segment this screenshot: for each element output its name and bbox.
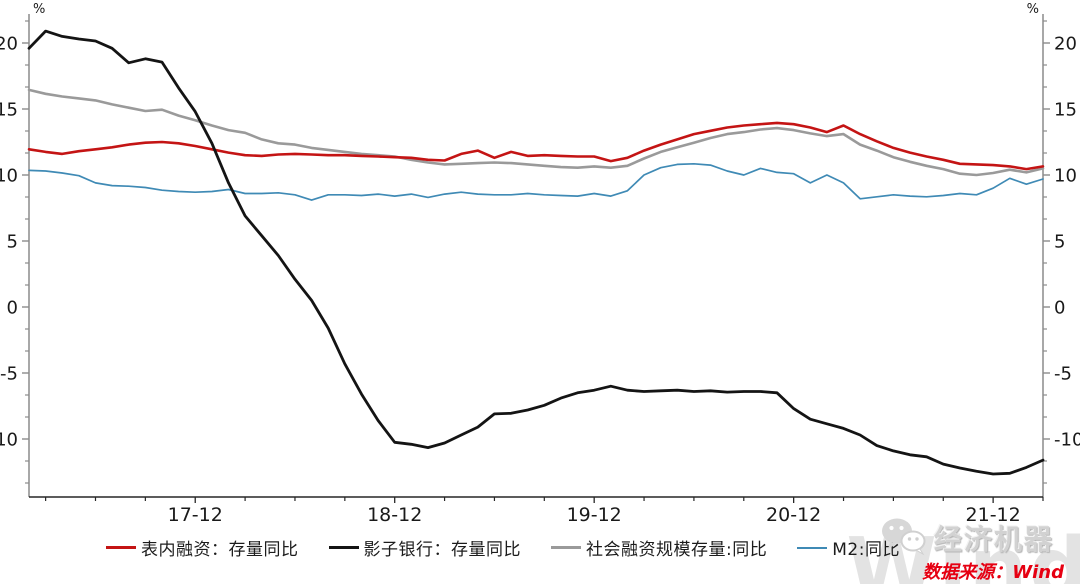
svg-text:17-12: 17-12: [168, 504, 223, 526]
legend-label-3: M2:同比: [832, 540, 900, 560]
svg-text:-10: -10: [0, 430, 18, 451]
svg-text:%: %: [33, 2, 45, 17]
svg-text:-10: -10: [1054, 430, 1080, 451]
chart-legend: 表内融资：存量同比 影子银行：存量同比 社会融资规模存量:同比 M2:同比: [106, 535, 900, 560]
svg-text:0: 0: [1054, 298, 1065, 319]
legend-item-2: 社会融资规模存量:同比: [551, 535, 767, 560]
legend-label-1: 影子银行：存量同比: [363, 540, 521, 560]
brand-watermark: 经济机器: [880, 516, 1054, 560]
legend-swatch-0: [106, 546, 136, 549]
svg-text:15: 15: [1054, 100, 1077, 121]
legend-label-0: 表内融资：存量同比: [141, 540, 299, 560]
svg-text:5: 5: [7, 232, 18, 253]
legend-label-2: 社会融资规模存量:同比: [586, 540, 768, 560]
svg-text:-5: -5: [0, 364, 18, 385]
legend-item-1: 影子银行：存量同比: [328, 535, 522, 560]
svg-text:18-12: 18-12: [367, 504, 422, 526]
svg-text:10: 10: [1054, 166, 1077, 187]
brand-name: 经济机器: [934, 523, 1055, 556]
svg-text:21-12: 21-12: [966, 504, 1021, 526]
legend-item-3: M2:同比: [797, 535, 900, 560]
svg-text:%: %: [1027, 2, 1039, 17]
wechat-icon: [880, 516, 928, 560]
svg-text:20: 20: [0, 34, 18, 55]
svg-text:-5: -5: [1054, 364, 1072, 385]
legend-swatch-2: [551, 546, 581, 549]
data-source: 数据来源：Wind: [922, 562, 1064, 583]
legend-item-0: 表内融资：存量同比: [106, 535, 299, 560]
legend-swatch-1: [328, 546, 359, 549]
svg-text:0: 0: [7, 298, 18, 319]
svg-text:5: 5: [1054, 232, 1065, 253]
legend-swatch-3: [797, 546, 828, 549]
svg-text:15: 15: [0, 100, 18, 121]
svg-text:20-12: 20-12: [766, 504, 821, 526]
svg-text:10: 10: [0, 166, 18, 187]
svg-text:19-12: 19-12: [567, 504, 622, 526]
svg-text:20: 20: [1054, 34, 1077, 55]
